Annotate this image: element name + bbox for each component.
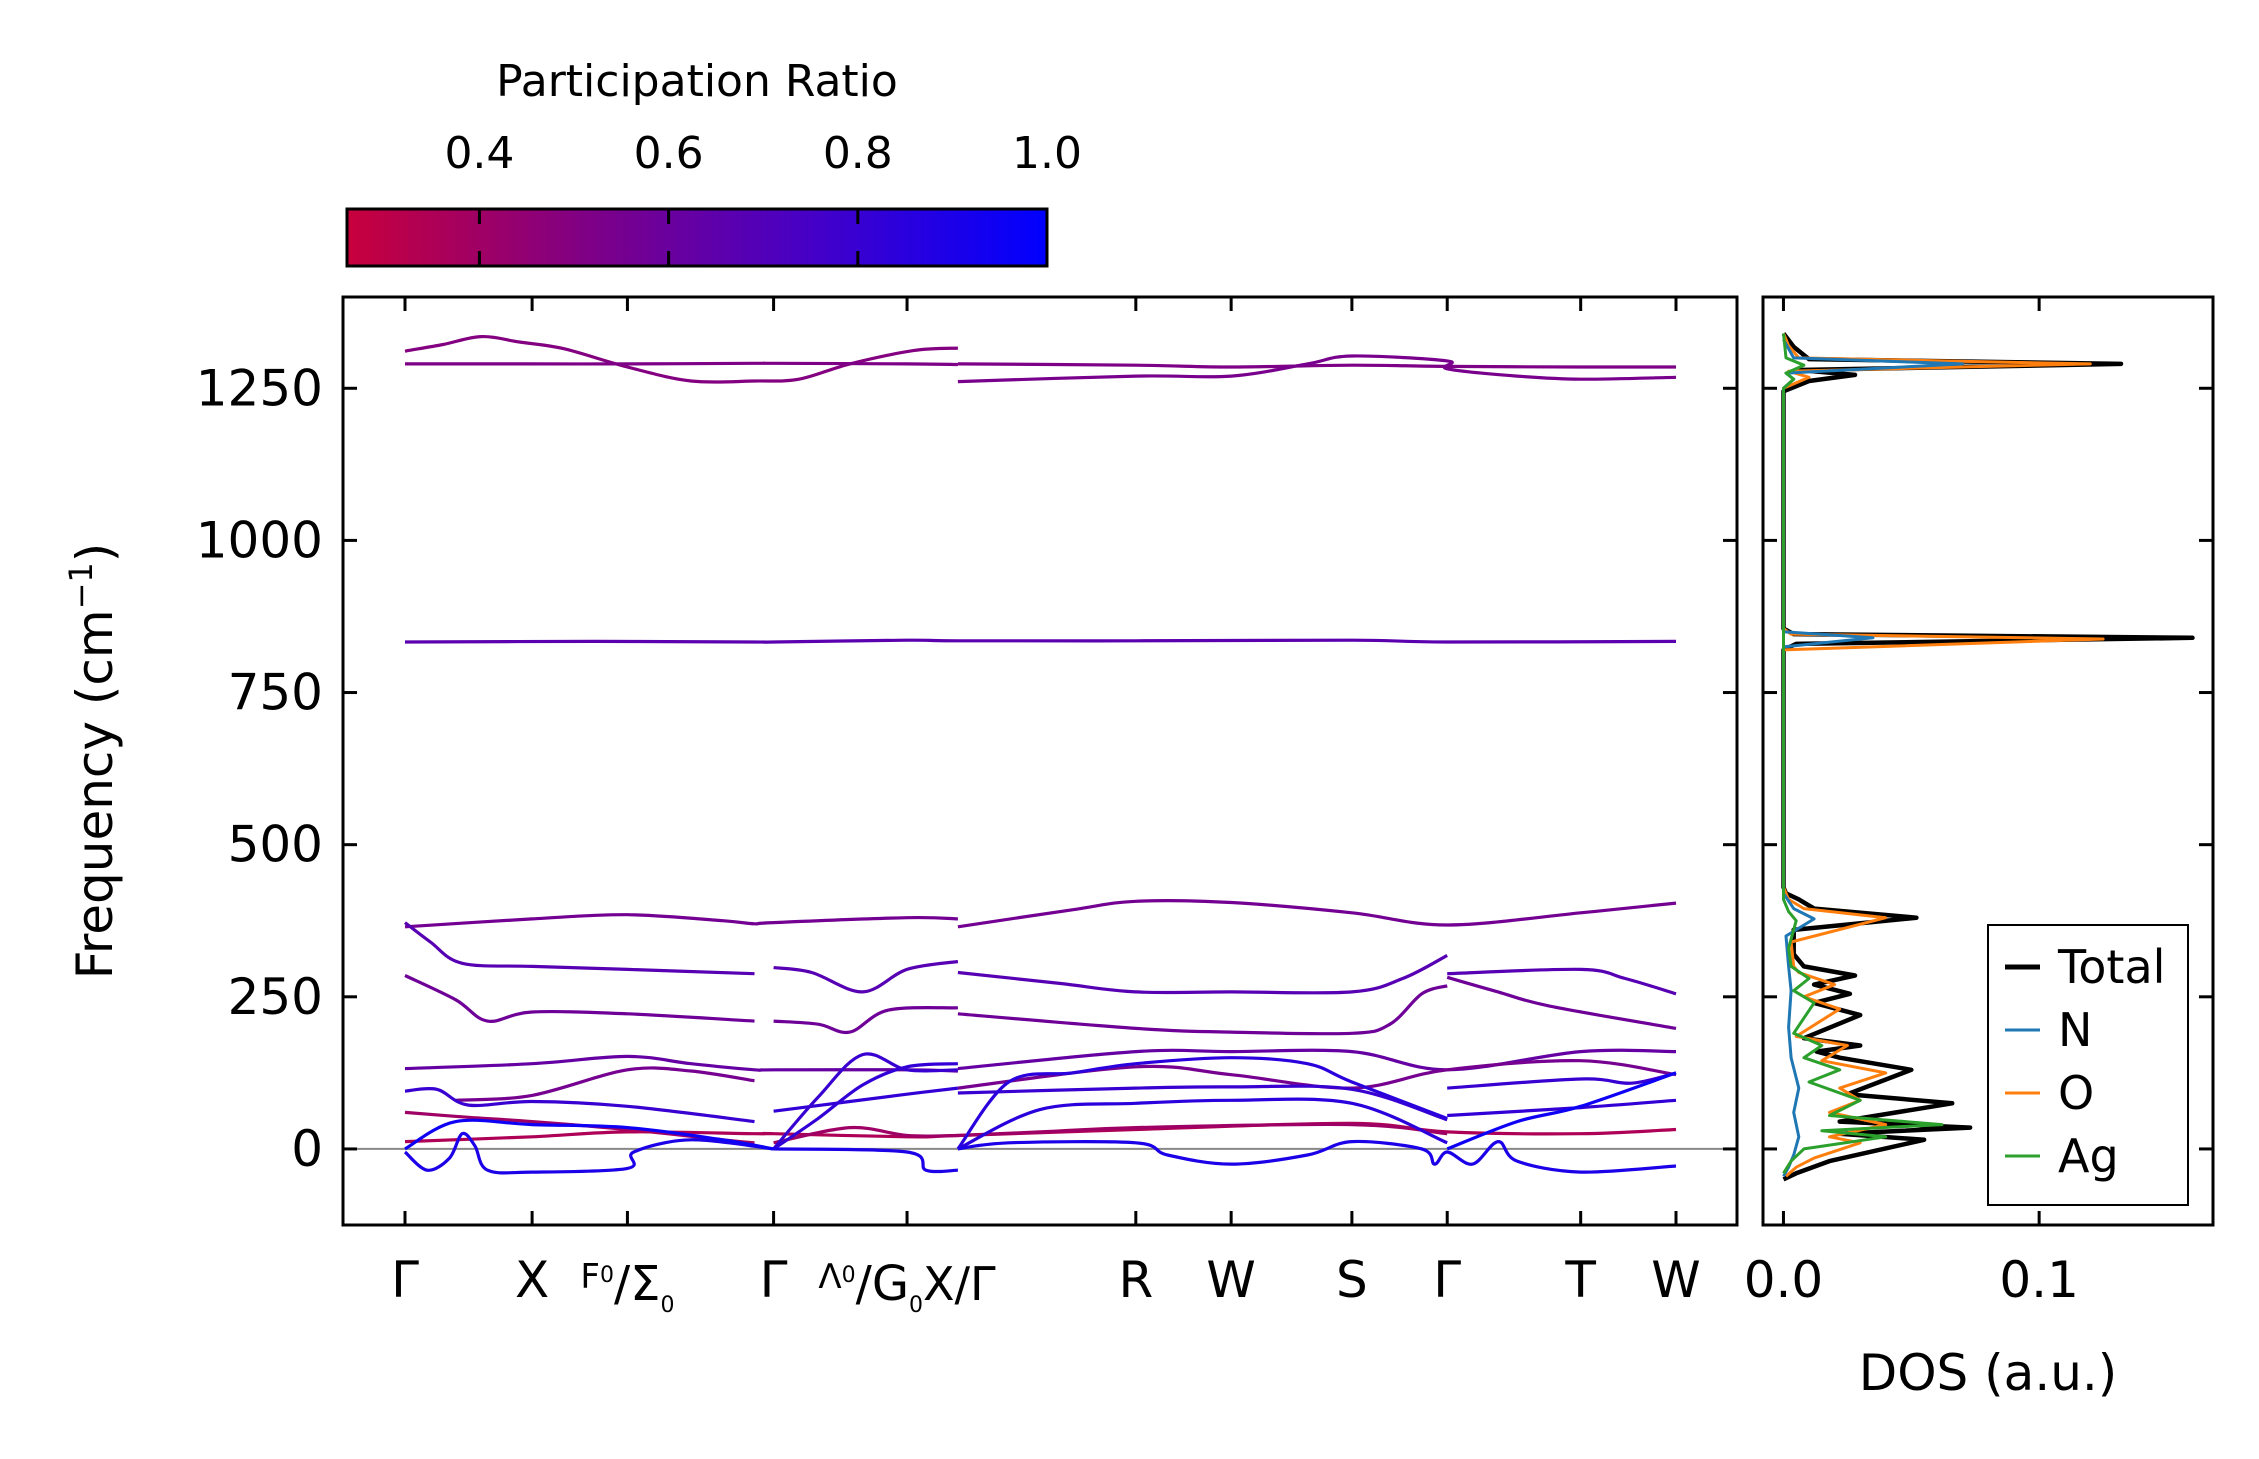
phonon-band-30 — [956, 1056, 1448, 1150]
phonon-band-12 — [773, 1006, 958, 1035]
legend: Total NO Ag — [1987, 924, 2189, 1206]
colorbar-title: Participation Ratio — [496, 56, 898, 107]
phonon-band-3 — [957, 354, 1677, 384]
phonon-band-0 — [404, 334, 958, 384]
phonon-band-26 — [773, 1125, 958, 1145]
y-tick-label: 1000 — [196, 511, 323, 569]
y-axis-ticks: 0 250 500 750 1000 1250 — [196, 359, 1737, 1178]
high-symmetry-label: Λ0/G0X/Γ — [818, 1256, 996, 1318]
phonon-band-29 — [772, 1062, 958, 1151]
phonon-band-10 — [1447, 967, 1677, 996]
y-tick-label: 1250 — [196, 359, 323, 417]
phonon-band-6 — [957, 899, 1677, 929]
colorbar-tick-label: 1.0 — [1012, 128, 1082, 179]
dos-panel: 0.0 0.1 DOS (a.u.) Total NO Ag — [1744, 295, 2215, 1402]
high-symmetry-label: X — [515, 1251, 549, 1309]
y-axis-label-text: Frequency (cm — [66, 609, 124, 979]
phonon-band-35 — [404, 1118, 774, 1151]
high-symmetry-label: Γ — [1433, 1251, 1461, 1309]
phonon-band-4 — [404, 638, 1677, 644]
high-symmetry-label: W — [1651, 1251, 1700, 1309]
high-symmetry-label-main: Λ — [818, 1257, 841, 1297]
y-tick-label: 750 — [228, 664, 323, 722]
high-symmetry-label-mid: /G — [856, 1256, 909, 1312]
legend-label-o: O — [2058, 1066, 2094, 1120]
legend-items: Total NO Ag — [2005, 940, 2165, 1183]
phonon-band-21 — [1447, 1071, 1677, 1090]
phonon-band-14 — [1446, 975, 1677, 1030]
legend-label-n: N — [2058, 1003, 2092, 1057]
dos-curve-n — [1782, 338, 1964, 1178]
phonon-band-7 — [404, 921, 755, 976]
high-symmetry-label: R — [1118, 1251, 1153, 1309]
dos-curve-ag — [1782, 333, 1944, 1175]
dos-axes-frame — [1761, 295, 2215, 1227]
colorbar: Participation Ratio 0.4 0.6 0.8 1.0 — [345, 56, 1082, 268]
band-axes-frame — [341, 295, 1739, 1227]
phonon-band-20 — [957, 1084, 1448, 1122]
y-axis-label: Frequency (cm−1) — [62, 543, 124, 980]
colorbar-gradient — [345, 207, 1049, 268]
high-symmetry-label-sub: 0 — [660, 1293, 674, 1318]
high-symmetry-label: W — [1206, 1251, 1255, 1309]
phonon-band-2 — [957, 362, 1677, 369]
high-symmetry-label-mid: /Σ — [614, 1256, 661, 1312]
phonon-band-16 — [957, 1048, 1677, 1072]
high-symmetry-label-sub: 0 — [842, 1263, 856, 1288]
y-axis-label-close: ) — [66, 543, 124, 563]
legend-label-ag: Ag — [2058, 1129, 2119, 1183]
phonon-band-34 — [957, 1139, 1677, 1174]
phonon-band-23 — [1447, 1098, 1677, 1118]
colorbar-ticks: 0.4 0.6 0.8 1.0 — [444, 128, 1082, 266]
colorbar-tick-label: 0.6 — [634, 128, 704, 179]
legend-box — [1987, 924, 2189, 1206]
colorbar-tick-label: 0.4 — [444, 128, 514, 179]
high-symmetry-label: T — [1564, 1251, 1596, 1309]
y-tick-label: 250 — [228, 968, 323, 1026]
high-symmetry-label: Γ — [391, 1251, 419, 1309]
high-symmetry-label-main: F — [580, 1257, 600, 1297]
phonon-band-32 — [403, 1131, 774, 1175]
phonon-band-33 — [773, 1147, 958, 1174]
legend-label-total: Total — [2057, 940, 2165, 994]
phonon-band-27 — [957, 1122, 1448, 1138]
y-tick-label: 500 — [228, 816, 323, 874]
phonon-band-19 — [404, 1086, 755, 1124]
dos-x-ticks: 0.0 0.1 — [1744, 297, 2079, 1309]
high-symmetry-label-sub: 0 — [600, 1263, 614, 1288]
y-tick-label: 0 — [291, 1120, 323, 1178]
phonon-band-13 — [957, 984, 1448, 1036]
phonon-band-17 — [455, 1066, 755, 1102]
phonon-band-28 — [772, 1052, 958, 1150]
colorbar-tick-label: 0.8 — [823, 128, 893, 179]
dos-y-ticks — [1763, 386, 2213, 1151]
phonon-bands — [403, 334, 1677, 1175]
high-symmetry-label: F0/Σ0 — [580, 1256, 674, 1318]
y-axis-label-sup: −1 — [62, 562, 100, 609]
high-symmetry-label-tail: X/Γ — [923, 1257, 996, 1311]
phonon-band-31 — [957, 1097, 1448, 1151]
phonon-band-5 — [404, 913, 958, 929]
x-axis-ticks: Γ X F0/Σ0 Γ Λ0/G0X/Γ R W S Γ T W — [391, 297, 1701, 1318]
phonon-band-36 — [1446, 1071, 1677, 1151]
dos-x-tick-label: 0.1 — [1999, 1251, 2079, 1309]
phonon-band-11 — [404, 974, 755, 1023]
dos-x-tick-label: 0.0 — [1744, 1251, 1824, 1309]
phonon-band-9 — [957, 953, 1448, 995]
high-symmetry-label-sub: 0 — [909, 1293, 923, 1318]
dos-curve-total — [1781, 332, 2195, 1182]
dos-curves — [1781, 332, 2195, 1182]
high-symmetry-label: S — [1336, 1251, 1368, 1309]
dos-x-axis-label: DOS (a.u.) — [1859, 1344, 2118, 1402]
phonon-band-8 — [773, 959, 959, 994]
phonon-band-1 — [405, 361, 958, 367]
phonon-band-22 — [773, 1086, 959, 1113]
phonon-band-15 — [404, 1054, 958, 1073]
high-symmetry-label: Γ — [760, 1251, 788, 1309]
